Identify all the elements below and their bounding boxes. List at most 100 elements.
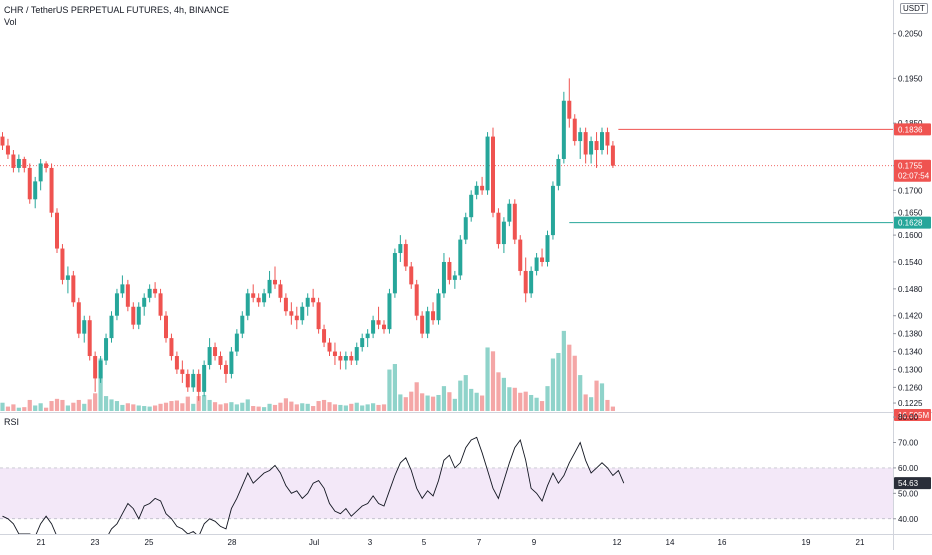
volume-bar — [338, 404, 343, 411]
rsi-legend[interactable]: RSI — [4, 417, 20, 427]
price-tick-label: 0.1260 — [898, 383, 923, 392]
volume-bar — [65, 405, 70, 411]
volume-bar — [212, 402, 218, 411]
candle-body — [447, 261, 452, 280]
candle-body — [534, 257, 539, 271]
volume-bar — [567, 344, 572, 411]
candle-body — [185, 373, 190, 388]
volume-bar — [5, 406, 11, 411]
volume-bar — [447, 392, 452, 411]
candle-body — [545, 235, 550, 262]
candle-body — [131, 306, 136, 325]
volume-bar — [474, 392, 479, 411]
candle-body — [256, 297, 261, 303]
volume-bar — [33, 405, 38, 411]
candle-body — [600, 132, 604, 151]
price-tick-label: 0.1480 — [898, 285, 923, 294]
time-tick-label: 12 — [613, 538, 622, 547]
volume-bar — [22, 407, 27, 411]
volume-bar — [289, 401, 294, 411]
candle-body — [87, 320, 92, 357]
candle-body — [229, 351, 234, 374]
candle-body — [485, 136, 490, 191]
candle-body — [501, 221, 506, 245]
volume-bar — [103, 396, 109, 411]
candle-body — [436, 293, 441, 321]
candle-body — [327, 342, 332, 352]
volume-bar — [556, 352, 561, 411]
candle-body — [392, 253, 397, 294]
volume-bar — [485, 347, 490, 411]
volume-bar — [360, 405, 365, 411]
rsi-tick-label: 50.00 — [898, 489, 919, 498]
volume-bar — [16, 407, 21, 411]
candle-body — [267, 279, 272, 294]
candle-body — [98, 360, 103, 379]
volume-bar — [512, 387, 517, 411]
volume-value-label-bg — [894, 409, 931, 422]
candle-body — [469, 194, 474, 218]
volume-bar — [425, 395, 430, 411]
candle-body — [518, 239, 523, 271]
candle-body — [349, 356, 354, 361]
volume-bar — [599, 383, 605, 411]
candle-body — [561, 100, 566, 159]
rsi-tick-label: 60.00 — [898, 464, 919, 473]
candle-body — [104, 338, 109, 361]
candle-body — [283, 297, 288, 312]
candle-body — [82, 320, 87, 334]
volume-bar — [185, 396, 190, 411]
volume-bar — [398, 394, 403, 411]
candle-body — [153, 288, 158, 294]
time-tick-label: 25 — [145, 538, 154, 547]
candle-body — [93, 356, 98, 379]
volume-bar — [349, 403, 354, 411]
volume-bar — [605, 399, 610, 411]
volume-bar — [392, 364, 397, 411]
volume-bar — [305, 403, 310, 411]
candle-body — [174, 356, 179, 370]
rsi-value-label-bg — [894, 477, 931, 490]
volume-bar — [93, 393, 98, 411]
volume-bar — [480, 395, 485, 411]
volume-bar — [38, 403, 43, 411]
candle-body — [512, 203, 517, 240]
volume-bar — [430, 396, 436, 411]
volume-bar — [539, 401, 545, 411]
candle-body — [496, 212, 501, 245]
volume-bar — [294, 404, 299, 411]
volume-bar — [256, 406, 261, 411]
candle-body — [550, 185, 555, 236]
candle-body — [289, 311, 294, 316]
candle-body — [523, 270, 528, 294]
candle-body — [120, 284, 125, 294]
support-price-label: 0.1628 — [898, 219, 923, 228]
volume-bar — [109, 399, 114, 411]
candle-body — [76, 302, 81, 334]
time-tick-label: 3 — [368, 538, 373, 547]
last-price-label-bg — [894, 159, 931, 182]
rsi-line — [2, 436, 625, 534]
volume-bar — [169, 401, 174, 411]
resistance-price-label: 0.1836 — [898, 125, 923, 134]
symbol-title[interactable]: CHR / TetherUS PERPETUAL FUTURES, 4h, BI… — [4, 5, 230, 15]
candle-body — [578, 132, 583, 142]
volume-bar — [469, 388, 474, 411]
volume-bar — [71, 402, 76, 411]
currency-badge[interactable]: USDT — [900, 3, 928, 14]
volume-bar — [283, 398, 288, 411]
rsi-tick-label: 70.00 — [898, 439, 919, 448]
price-tick-label: 0.1340 — [898, 348, 923, 357]
candle-body — [589, 141, 594, 155]
price-tick-label: 0.1380 — [898, 330, 923, 339]
time-tick-label: 9 — [532, 538, 537, 547]
candle-body — [71, 275, 76, 303]
volume-legend[interactable]: Vol — [4, 17, 17, 27]
volume-bar — [87, 399, 92, 411]
time-tick-label: 23 — [91, 538, 100, 547]
volume-bar — [578, 375, 583, 411]
candle-body — [371, 320, 376, 334]
time-tick-label: 5 — [422, 538, 427, 547]
